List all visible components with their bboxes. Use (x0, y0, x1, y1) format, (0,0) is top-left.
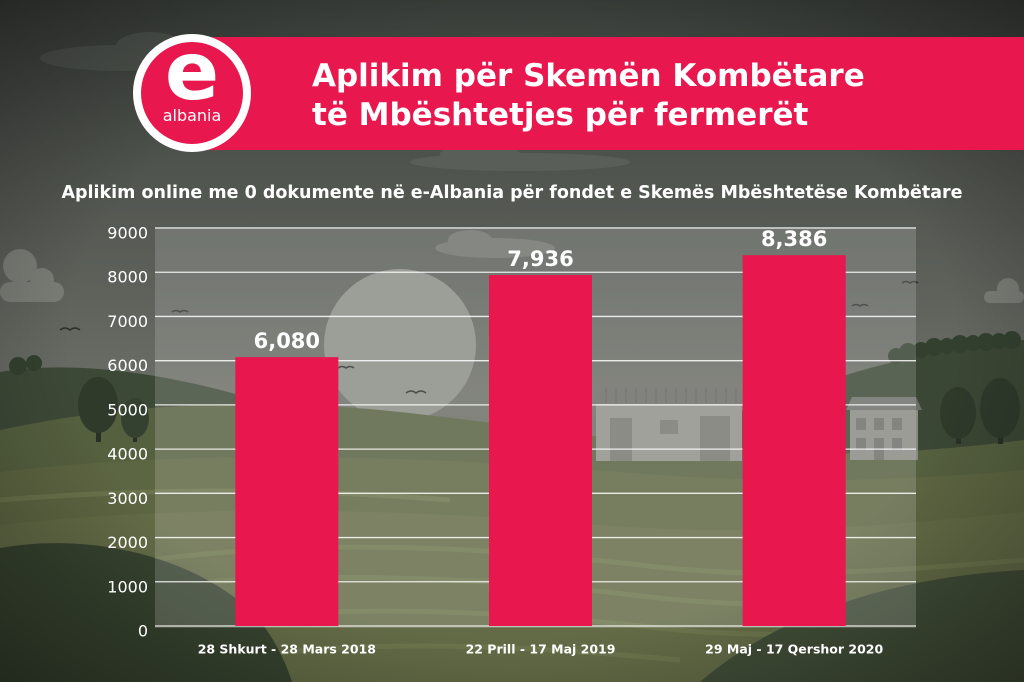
page-title-line-2: të Mbështetjes për fermerët (312, 97, 809, 133)
bars (235, 255, 846, 626)
bar (489, 275, 592, 626)
bar-value-labels: 6,080 7,936 8,386 (254, 227, 828, 353)
y-tick-label: 3000 (107, 489, 148, 508)
x-tick-label: 28 Shkurt - 28 Mars 2018 (198, 642, 376, 657)
y-tick-label: 5000 (107, 400, 148, 419)
e-albania-logo: e albania (133, 34, 251, 152)
title-banner (195, 37, 1024, 150)
y-tick-label: 7000 (107, 312, 148, 331)
y-tick-label: 6000 (107, 356, 148, 375)
logo-wordmark: albania (162, 106, 222, 125)
y-tick-label: 9000 (107, 224, 148, 243)
logo-letter: e (164, 34, 220, 118)
y-tick-label: 8000 (107, 268, 148, 287)
y-axis-tick-labels: 0 1000 2000 3000 4000 5000 6000 7000 8000 9000 (107, 224, 148, 641)
bar-value-label: 7,936 (507, 247, 573, 271)
page-title-line-1: Aplikim për Skemën Kombëtare (312, 58, 865, 94)
y-tick-label: 0 (138, 622, 148, 641)
x-tick-label: 22 Prill - 17 Maj 2019 (466, 642, 616, 657)
x-axis-tick-labels: 28 Shkurt - 28 Mars 2018 22 Prill - 17 Ma… (198, 642, 884, 657)
x-tick-label: 29 Maj - 17 Qershor 2020 (705, 642, 883, 657)
y-tick-label: 2000 (107, 533, 148, 552)
bar (742, 255, 846, 626)
bar-value-label: 6,080 (254, 329, 320, 353)
bar-value-label: 8,386 (761, 227, 827, 251)
bar (235, 357, 339, 626)
chart-title: Aplikim online me 0 dokumente në e-Alban… (61, 183, 963, 203)
y-tick-label: 1000 (107, 577, 148, 596)
y-tick-label: 4000 (107, 445, 148, 464)
